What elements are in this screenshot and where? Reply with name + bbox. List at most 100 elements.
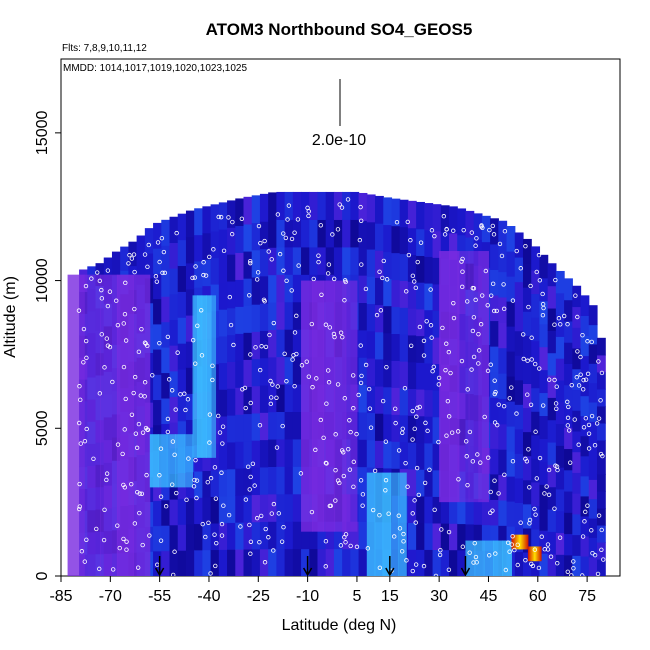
heat-cell <box>185 210 195 238</box>
heat-cell <box>522 359 532 384</box>
heat-cell <box>177 368 187 396</box>
sample-point <box>534 476 539 481</box>
sample-point <box>590 551 595 556</box>
heat-cell <box>514 477 524 503</box>
heat-cell <box>218 362 228 390</box>
sample-point <box>124 547 129 552</box>
sample-point <box>200 521 205 527</box>
heat-feature-cyan <box>158 434 168 488</box>
heat-cell <box>547 531 557 555</box>
sample-point <box>418 240 424 245</box>
sample-point <box>565 415 571 421</box>
heat-cell <box>416 228 425 256</box>
heat-cell <box>177 291 187 318</box>
heat-cell <box>375 385 384 414</box>
heat-cell <box>375 223 384 251</box>
heat-feature-mid <box>323 280 336 532</box>
heatmap-features <box>67 251 542 576</box>
sample-point <box>340 334 345 340</box>
sample-point <box>137 510 142 516</box>
sample-point <box>238 524 243 529</box>
sample-point <box>341 473 347 479</box>
heat-cell <box>128 241 138 267</box>
sample-point <box>400 426 405 431</box>
heat-feature-mid <box>439 251 450 503</box>
heat-cell <box>399 280 409 308</box>
heat-cell <box>580 295 590 316</box>
sample-point <box>461 227 466 233</box>
sample-point <box>469 230 475 235</box>
sample-point <box>294 351 299 357</box>
sample-point <box>84 355 89 361</box>
heat-cell <box>284 548 294 576</box>
sample-point <box>536 252 542 258</box>
sample-point <box>417 324 423 330</box>
heat-cell <box>161 245 171 272</box>
sample-point <box>490 223 496 229</box>
heat-cell <box>383 305 393 334</box>
heat-cell <box>218 309 228 337</box>
sample-point <box>378 308 384 313</box>
heat-feature-mid <box>449 251 460 503</box>
heat-cell <box>177 550 187 576</box>
heat-cell <box>572 472 582 494</box>
sample-point <box>578 354 583 360</box>
heat-cell <box>555 532 565 555</box>
sample-point <box>383 439 389 444</box>
heat-cell <box>416 549 425 576</box>
heat-cell <box>407 281 417 309</box>
heat-cell <box>391 414 401 442</box>
sample-point <box>331 276 337 282</box>
sample-point <box>175 350 180 355</box>
sample-point <box>471 354 477 360</box>
heat-cell <box>161 296 171 323</box>
heat-cell <box>268 411 277 440</box>
heat-cell <box>572 410 582 432</box>
heat-cell <box>251 412 261 441</box>
heat-cell <box>416 442 425 470</box>
heat-cell <box>153 222 162 249</box>
sample-point <box>408 343 414 348</box>
heat-cell <box>572 389 582 411</box>
sample-point <box>304 359 309 364</box>
heat-cell <box>498 322 508 349</box>
sample-point <box>269 511 274 516</box>
heat-cell <box>333 548 343 576</box>
heat-cell <box>276 274 286 303</box>
sample-point <box>528 402 534 408</box>
heat-cell <box>169 524 179 551</box>
sample-point <box>494 308 499 314</box>
heat-cell <box>268 301 277 330</box>
heat-cell <box>218 335 228 364</box>
heat-cell <box>531 505 541 530</box>
sample-point <box>158 538 164 543</box>
sample-point <box>489 293 494 298</box>
heat-cell <box>564 299 573 322</box>
sample-point <box>367 406 373 411</box>
heat-cell <box>342 219 351 248</box>
heat-cell <box>424 549 434 576</box>
heat-cell <box>531 364 541 389</box>
heat-cell <box>432 230 442 258</box>
heat-cell <box>227 307 236 336</box>
sample-point <box>496 491 501 496</box>
sample-point <box>97 278 103 284</box>
sample-point <box>271 501 277 507</box>
sample-point <box>430 369 435 374</box>
heat-cell <box>358 411 368 440</box>
heat-cell <box>268 329 277 358</box>
sample-point <box>226 512 232 518</box>
heat-cell <box>539 277 549 302</box>
heat-cell <box>235 522 245 550</box>
sample-point <box>255 277 260 282</box>
heat-cell <box>366 276 376 305</box>
heat-cell <box>424 362 434 391</box>
sample-point <box>284 379 289 384</box>
heat-cell <box>498 474 508 501</box>
sample-point <box>127 252 132 258</box>
sample-point <box>363 362 369 368</box>
sample-point <box>282 351 287 356</box>
sample-point <box>231 342 236 348</box>
heat-cell <box>259 221 269 250</box>
heat-cell <box>588 382 598 403</box>
